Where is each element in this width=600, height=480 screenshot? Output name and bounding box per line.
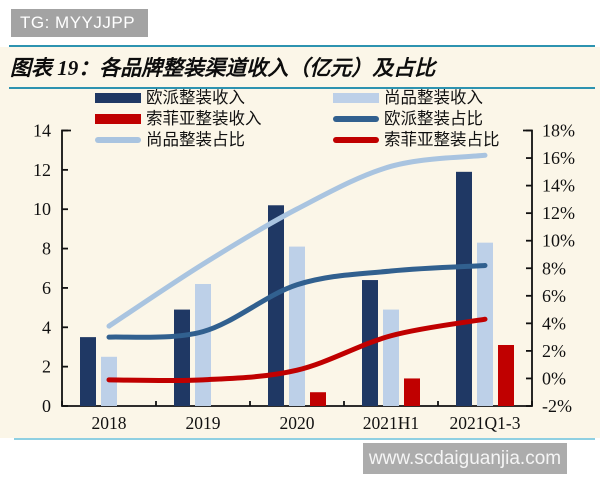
svg-text:4: 4: [42, 317, 51, 337]
legend-label: 欧派整装占比: [384, 109, 483, 128]
legend-label: 索菲亚整装收入: [146, 109, 262, 128]
chart-legend: 欧派整装收入 尚品整装收入 索菲亚整装收入 欧派整装占比 尚品整装占比 索菲亚整…: [95, 89, 535, 148]
shangpin-share-swatch-icon: [95, 136, 141, 143]
legend-item-shangpin-share: 尚品整装占比: [95, 131, 333, 148]
source-badge: TG: MYYJJPP: [11, 9, 148, 37]
shangpin-revenue-swatch-icon: [333, 92, 379, 103]
figure-title: 图表 19：各品牌整装渠道收入（亿元）及占比: [10, 56, 436, 80]
legend-label: 欧派整装收入: [146, 88, 245, 107]
svg-text:2021H1: 2021H1: [363, 413, 419, 433]
sofia-share-swatch-icon: [333, 136, 379, 143]
svg-text:18%: 18%: [542, 121, 575, 141]
svg-text:2%: 2%: [542, 341, 566, 361]
title-rule: [9, 87, 595, 89]
svg-text:2021Q1-3: 2021Q1-3: [450, 413, 521, 433]
sofia-revenue-swatch-icon: [95, 113, 141, 124]
legend-item-sofia-revenue: 索菲亚整装收入: [95, 110, 333, 127]
svg-text:2019: 2019: [186, 413, 221, 433]
svg-text:0: 0: [42, 396, 51, 416]
svg-text:6%: 6%: [542, 286, 566, 306]
svg-text:8%: 8%: [542, 258, 566, 278]
legend-label: 尚品整装占比: [146, 130, 245, 149]
oupai-revenue-swatch-icon: [95, 92, 141, 103]
oupai-share-swatch-icon: [333, 115, 379, 122]
legend-item-oupai-share: 欧派整装占比: [333, 110, 535, 127]
svg-text:12: 12: [33, 160, 51, 180]
svg-text:12%: 12%: [542, 203, 575, 223]
svg-text:10: 10: [33, 199, 51, 219]
legend-item-sofia-share: 索菲亚整装占比: [333, 131, 535, 148]
legend-label: 尚品整装收入: [384, 88, 483, 107]
watermark: www.scdaiguanjia.com: [363, 443, 567, 474]
legend-label: 索菲亚整装占比: [384, 130, 500, 149]
svg-text:2020: 2020: [280, 413, 315, 433]
svg-text:6: 6: [42, 278, 51, 298]
svg-text:-2%: -2%: [542, 396, 572, 416]
legend-item-shangpin-revenue: 尚品整装收入: [333, 89, 535, 106]
legend-item-oupai-revenue: 欧派整装收入: [95, 89, 333, 106]
svg-text:10%: 10%: [542, 231, 575, 251]
svg-text:2: 2: [42, 357, 51, 377]
top-rule: [9, 45, 595, 47]
bottom-rule: [14, 438, 595, 440]
svg-text:16%: 16%: [542, 148, 575, 168]
svg-text:8: 8: [42, 239, 51, 259]
svg-text:4%: 4%: [542, 313, 566, 333]
svg-text:0%: 0%: [542, 368, 566, 388]
svg-text:14: 14: [33, 121, 51, 141]
svg-text:14%: 14%: [542, 176, 575, 196]
svg-text:2018: 2018: [92, 413, 127, 433]
